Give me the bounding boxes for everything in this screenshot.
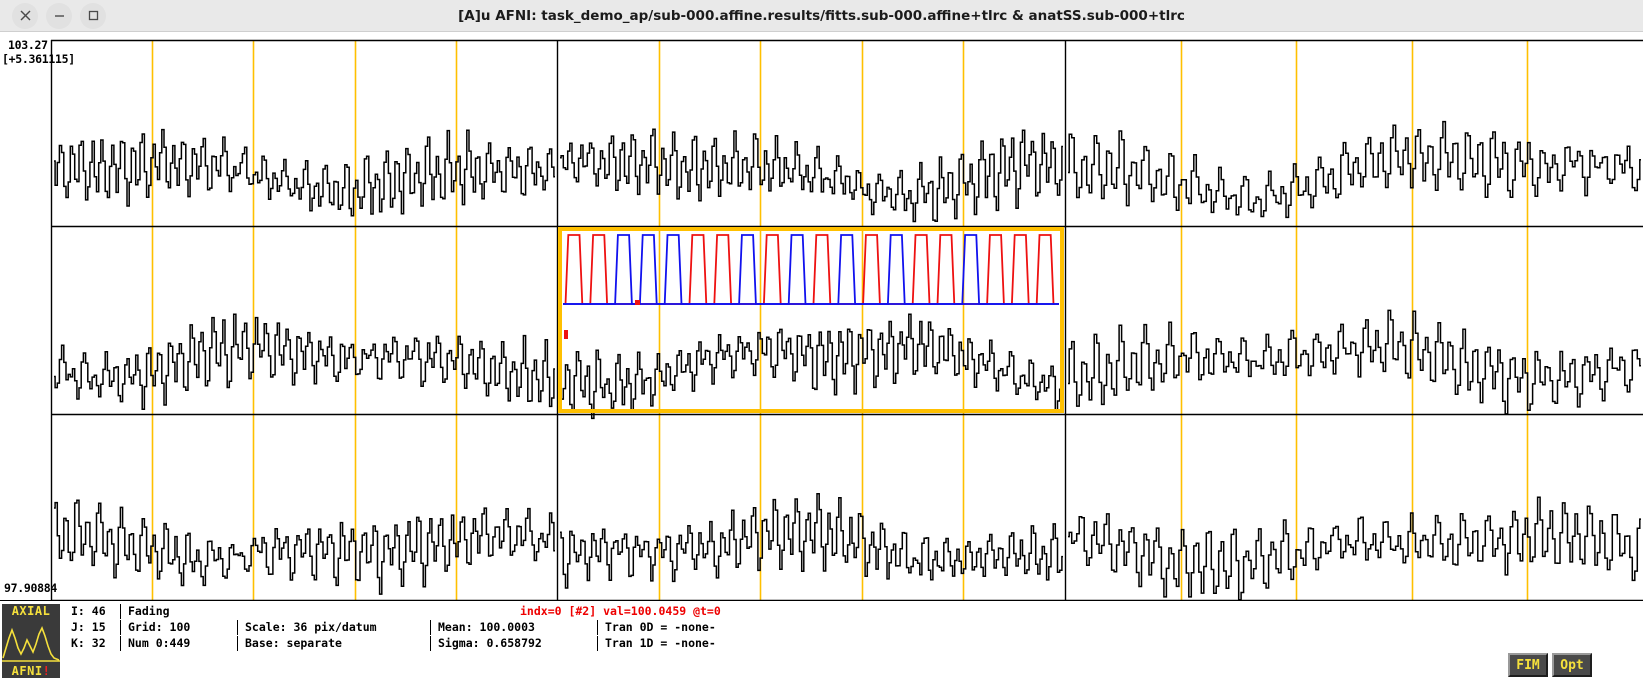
status-bar: AXIAL AFNI! I: 46 Fading xyxy=(0,600,1643,682)
graph-trace[interactable] xyxy=(560,128,1063,223)
graph-trace[interactable] xyxy=(54,313,555,411)
graph-matrix[interactable]: 103.27 [+5.361115] 97.90884 xyxy=(0,32,1643,600)
status-row: I: 46 Fading xyxy=(64,603,788,619)
opt-button[interactable]: Opt xyxy=(1552,653,1592,677)
status-divider xyxy=(430,635,431,651)
status-divider xyxy=(597,635,598,651)
status-divider xyxy=(597,619,598,635)
graph-trace[interactable] xyxy=(1068,309,1641,415)
status-grid-value[interactable]: Grid: 100 xyxy=(128,620,191,634)
graph-bottom-value: 97.90884 xyxy=(4,581,57,595)
graph-trace[interactable] xyxy=(560,493,1063,589)
logo-orientation-label: AXIAL xyxy=(11,604,51,618)
status-tran-0d[interactable]: Tran 0D = -none- xyxy=(605,620,716,634)
status-j-index: J: 15 xyxy=(71,620,106,634)
status-divider xyxy=(120,603,121,619)
title-bar: [A]u AFNI: task_demo_ap/sub-000.affine.r… xyxy=(0,0,1643,32)
status-fading[interactable]: Fading xyxy=(128,604,170,618)
status-sigma-value: Sigma: 0.658792 xyxy=(438,636,542,650)
status-divider xyxy=(120,619,121,635)
graph-trace[interactable] xyxy=(1068,120,1641,219)
status-row: J: 15 Grid: 100 Scale: 36 pix/datum Mean… xyxy=(64,619,788,635)
graph-offset-value: [+5.361115] xyxy=(2,52,75,66)
graph-top-value: 103.27 xyxy=(8,38,48,52)
graph-background xyxy=(0,32,1643,600)
afni-logo[interactable]: AXIAL AFNI! xyxy=(2,604,60,678)
selected-cell-highlight[interactable] xyxy=(558,227,1064,413)
status-scale-value[interactable]: Scale: 36 pix/datum xyxy=(245,620,377,634)
logo-app-bang: ! xyxy=(42,664,51,678)
graph-trace[interactable] xyxy=(560,313,1063,420)
logo-waveform-icon xyxy=(2,626,60,662)
status-num-range[interactable]: Num 0:449 xyxy=(128,636,191,650)
graph-trace[interactable] xyxy=(54,499,555,595)
status-mean-value: Mean: 100.0003 xyxy=(438,620,535,634)
value-readout: indx=0 [#2] val=100.0459 @t=0 xyxy=(520,604,721,618)
close-icon[interactable] xyxy=(12,2,38,29)
maximize-icon[interactable] xyxy=(80,2,106,29)
status-tran-1d[interactable]: Tran 1D = -none- xyxy=(605,636,716,650)
status-i-index: I: 46 xyxy=(71,604,106,618)
status-info-grid: I: 46 Fading J: 15 Grid: 100 Scale: 36 p… xyxy=(64,603,788,681)
status-divider xyxy=(237,604,238,619)
status-divider xyxy=(237,619,238,635)
status-row: K: 32 Num 0:449 Base: separate Sigma: 0.… xyxy=(64,635,788,651)
status-divider xyxy=(237,635,238,651)
status-k-index: K: 32 xyxy=(71,636,106,650)
status-base-value[interactable]: Base: separate xyxy=(245,636,342,650)
logo-app-name: AFNI xyxy=(11,664,43,678)
status-divider xyxy=(430,619,431,635)
window-title: [A]u AFNI: task_demo_ap/sub-000.affine.r… xyxy=(458,8,1185,24)
fim-button[interactable]: FIM xyxy=(1508,653,1548,677)
status-divider xyxy=(430,604,431,619)
minimize-icon[interactable] xyxy=(46,2,72,29)
index-marker xyxy=(564,330,568,339)
logo-app-label: AFNI! xyxy=(2,664,60,678)
graph-canvas[interactable] xyxy=(0,32,1643,600)
graph-trace[interactable] xyxy=(54,128,555,217)
graph-trace[interactable] xyxy=(1068,496,1641,600)
index-marker xyxy=(635,300,640,305)
status-divider xyxy=(120,635,121,651)
